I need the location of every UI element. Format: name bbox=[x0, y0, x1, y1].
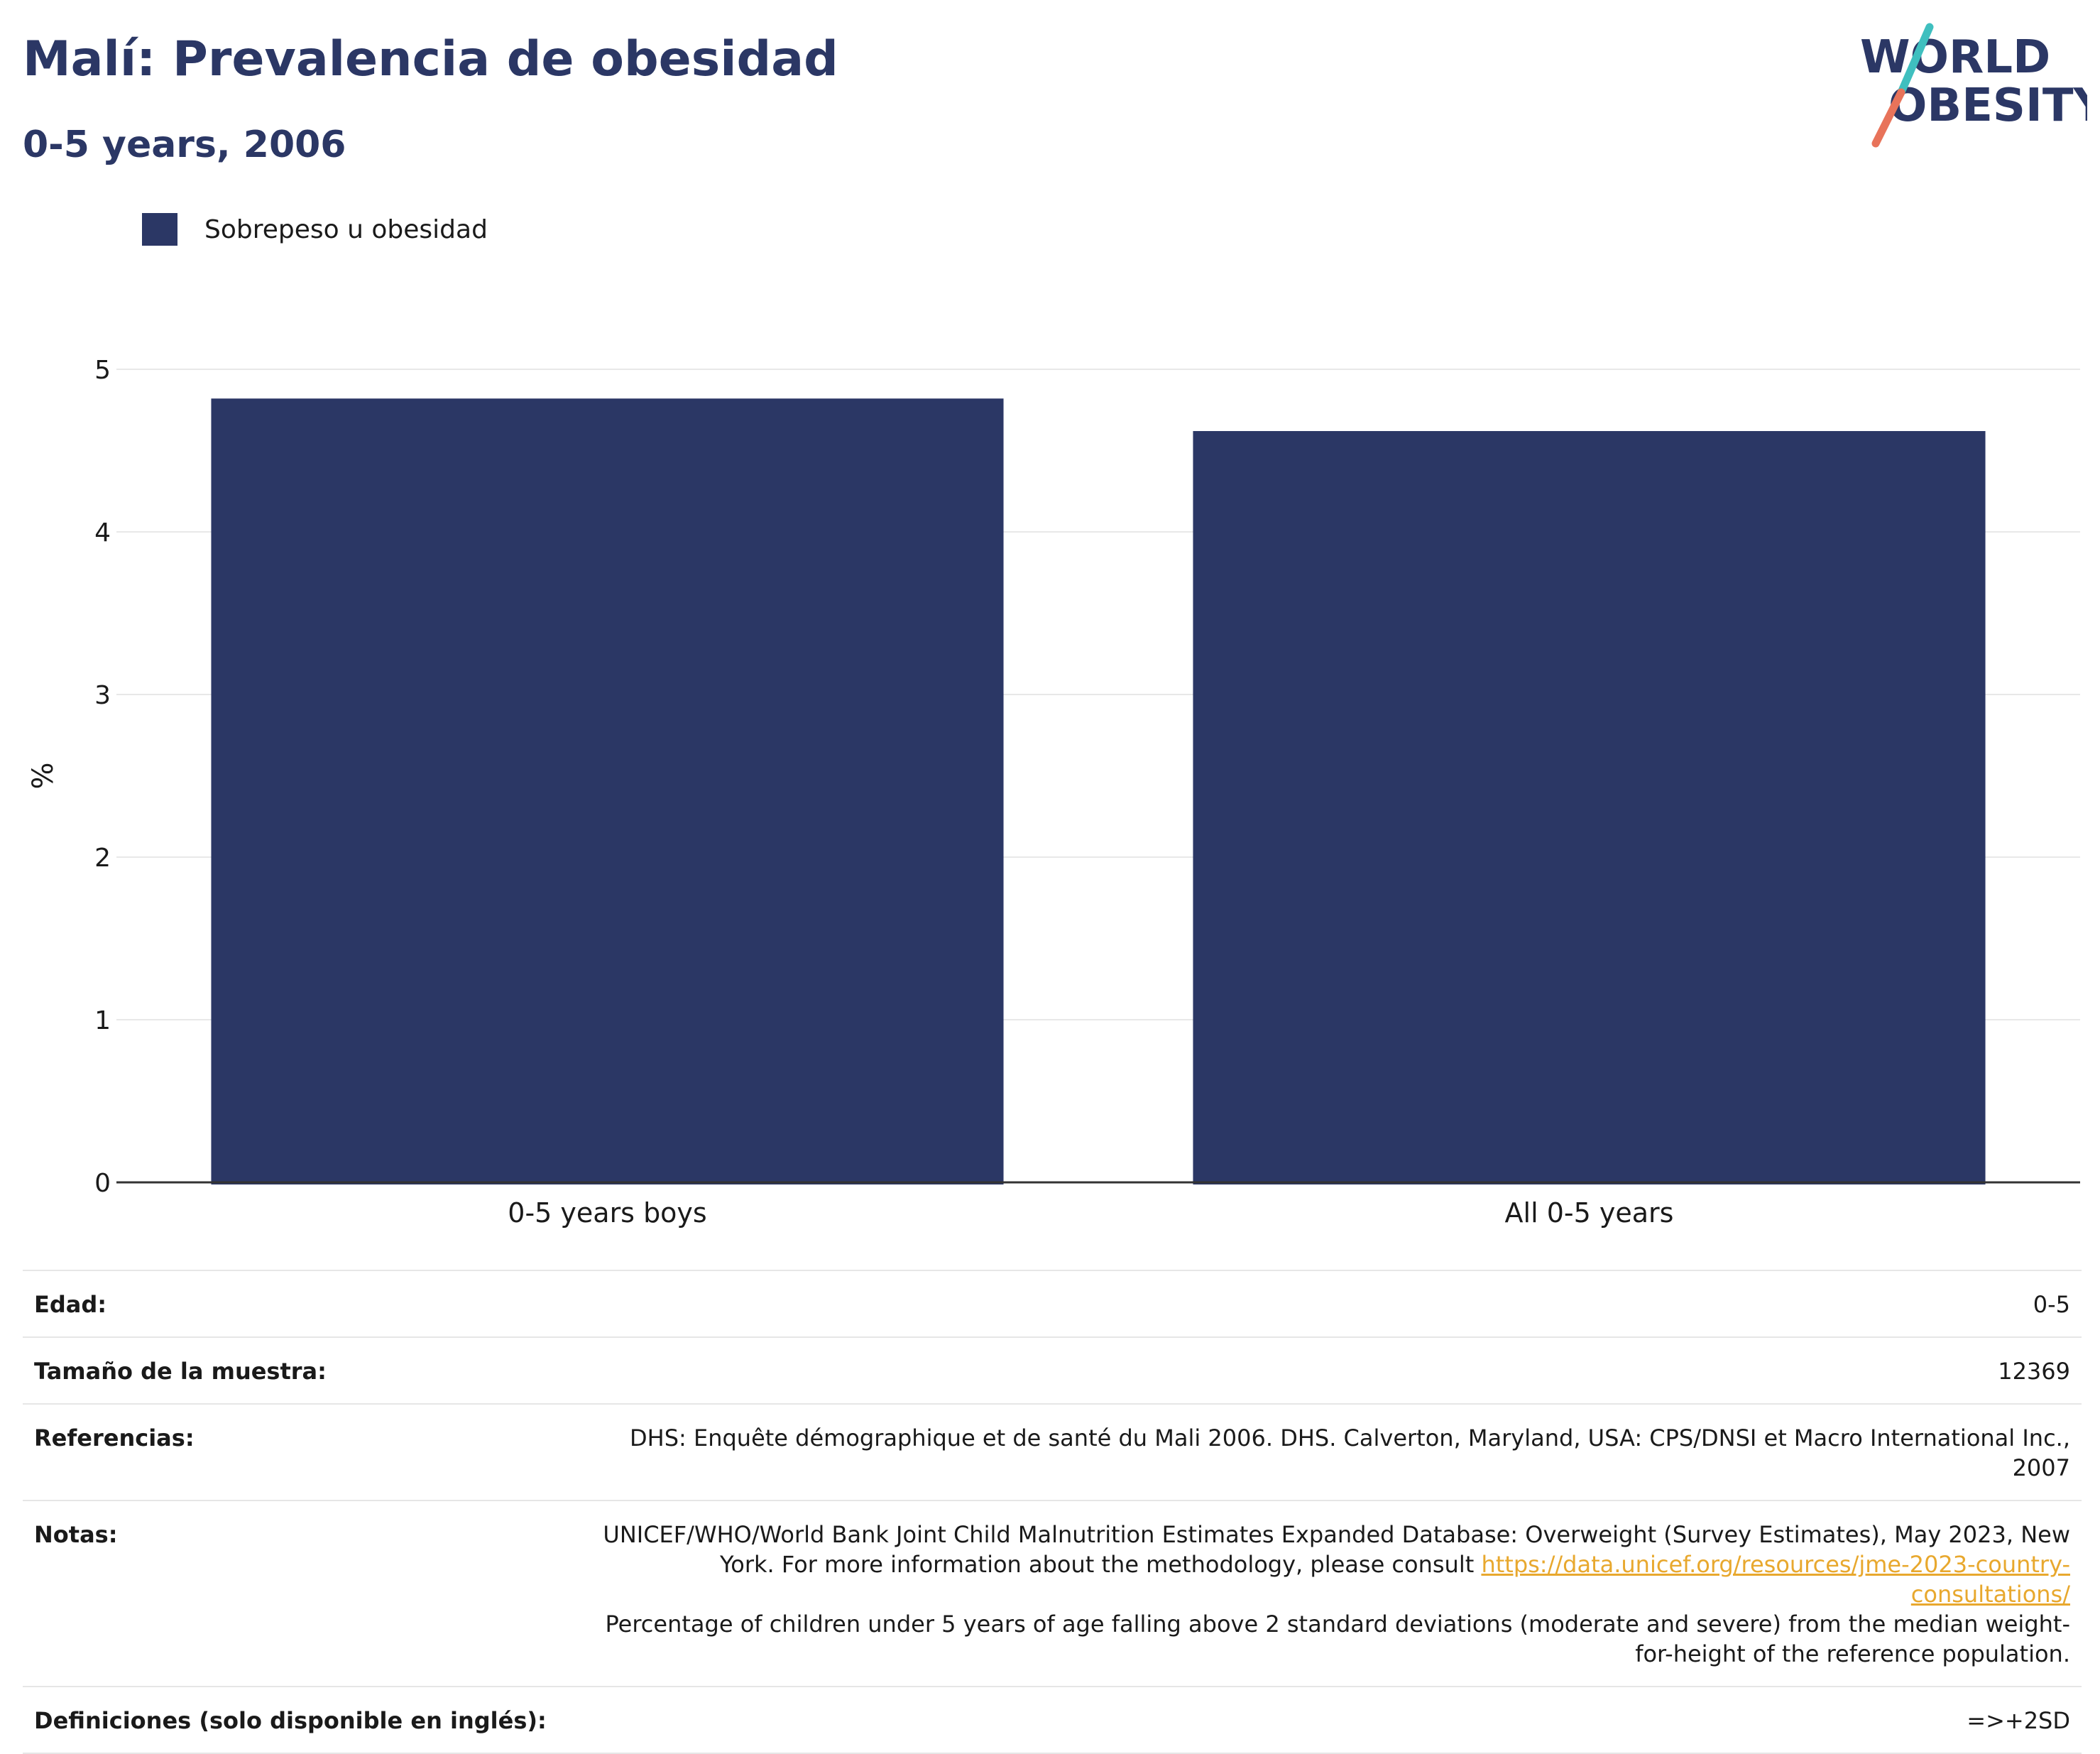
info-row-references: Referencias: DHS: Enquête démographique … bbox=[23, 1403, 2082, 1500]
world-obesity-logo: WORLD OBESITY bbox=[1860, 23, 2087, 148]
info-label: Referencias: bbox=[23, 1403, 585, 1500]
chart-title: Malí: Prevalencia de obesidad bbox=[23, 31, 838, 87]
y-tick-label: 5 bbox=[94, 356, 111, 385]
info-value: DHS: Enquête démographique et de santé d… bbox=[585, 1403, 2082, 1500]
info-label: Tamaño de la muestra: bbox=[23, 1336, 585, 1404]
info-row-notes: Notas: UNICEF/WHO/World Bank Joint Child… bbox=[23, 1500, 2082, 1687]
info-row-sample-size: Tamaño de la muestra: 12369 bbox=[23, 1336, 2082, 1404]
y-tick-label: 3 bbox=[94, 681, 111, 710]
notes-value: UNICEF/WHO/World Bank Joint Child Malnut… bbox=[585, 1500, 2082, 1687]
logo-word-world: WORLD bbox=[1860, 31, 2050, 84]
notes-link[interactable]: https://data.unicef.org/resources/jme-20… bbox=[1481, 1551, 2070, 1608]
info-table: Edad: 0-5 Tamaño de la muestra: 12369 Re… bbox=[23, 1270, 2082, 1754]
info-value: =>+2SD bbox=[585, 1686, 2082, 1754]
bar-chart: 0 1 2 3 4 5% 0-5 years boys All 0-5 years bbox=[27, 356, 2080, 1229]
logo-slash-top bbox=[1897, 23, 1934, 97]
logo-word-obesity: OBESITY bbox=[1888, 80, 2087, 132]
y-tick-label: 0 bbox=[94, 1169, 111, 1198]
info-value: 12369 bbox=[585, 1336, 2082, 1404]
info-row-definitions: Definiciones (solo disponible en inglés)… bbox=[23, 1686, 2082, 1754]
info-label: Edad: bbox=[23, 1270, 585, 1337]
chart-subtitle: 0-5 years, 2006 bbox=[23, 124, 346, 166]
bar-layer bbox=[211, 398, 1986, 1184]
chart-legend[interactable]: Sobrepeso u obesidad bbox=[142, 213, 488, 246]
y-tick-label: 1 bbox=[94, 1006, 111, 1035]
axis-layer: 0 1 2 3 4 5% 0-5 years boys All 0-5 years bbox=[27, 356, 2080, 1229]
y-axis-label: % bbox=[27, 762, 60, 789]
bar[interactable] bbox=[1193, 431, 1986, 1184]
legend-label: Sobrepeso u obesidad bbox=[204, 214, 488, 244]
info-value: 0-5 bbox=[585, 1270, 2082, 1337]
legend-swatch bbox=[142, 213, 177, 246]
notes-text-after: Percentage of children under 5 years of … bbox=[605, 1611, 2071, 1667]
bar[interactable] bbox=[211, 398, 1004, 1184]
logo-slash-bottom bbox=[1871, 88, 1905, 148]
notes-text: UNICEF/WHO/World Bank Joint Child Malnut… bbox=[603, 1521, 2070, 1578]
info-label: Definiciones (solo disponible en inglés)… bbox=[23, 1686, 585, 1754]
x-tick-label: 0-5 years boys bbox=[508, 1197, 706, 1229]
x-tick-label: All 0-5 years bbox=[1505, 1197, 1674, 1229]
y-tick-label: 4 bbox=[94, 518, 111, 548]
y-tick-label: 2 bbox=[94, 844, 111, 873]
info-row-age: Edad: 0-5 bbox=[23, 1270, 2082, 1337]
info-label: Notas: bbox=[23, 1500, 585, 1687]
